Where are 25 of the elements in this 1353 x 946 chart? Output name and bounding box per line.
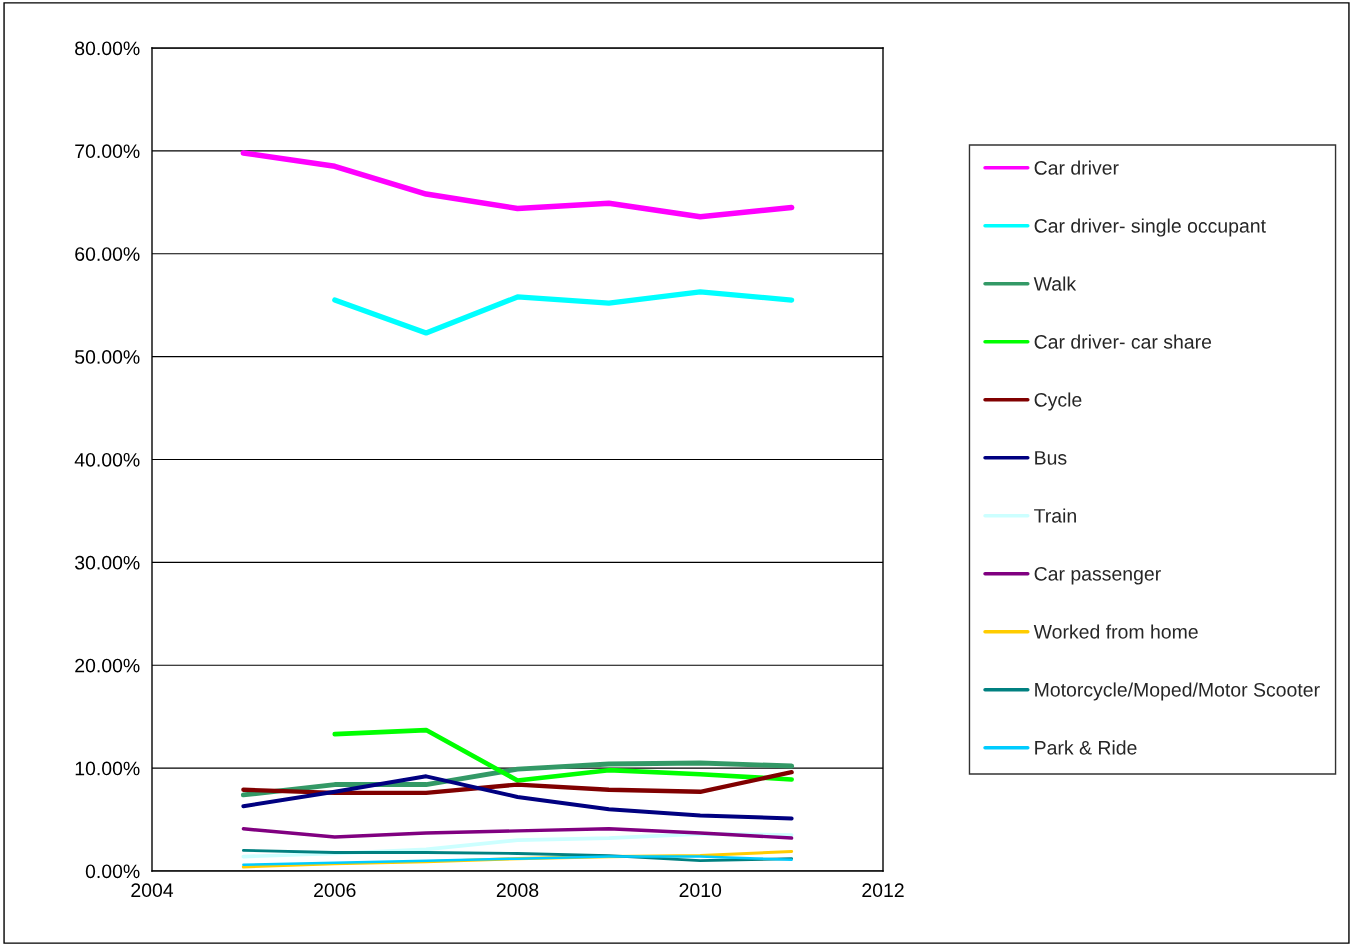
y-tick-label: 60.00% [75, 247, 140, 261]
legend-label: Walk [1033, 276, 1077, 291]
x-tick-label: 2008 [496, 883, 539, 898]
y-tick-label: 50.00% [75, 350, 140, 364]
x-tick-label: 2010 [679, 883, 722, 898]
y-tick-label: 40.00% [74, 452, 140, 467]
y-tick-label: 10.00% [75, 761, 140, 776]
y-tick-label: 80.00% [75, 41, 140, 56]
y-tick-label: 70.00% [75, 144, 140, 159]
legend-label: Cycle [1034, 392, 1082, 411]
legend-label: Bus [1035, 451, 1067, 465]
legend-label: Motorcycle/Moped/Motor Scooter [1035, 682, 1320, 701]
legend-label: Train [1034, 508, 1076, 523]
legend-label: Car driver [1034, 160, 1119, 175]
legend-label: Car driver- car share [1034, 334, 1212, 349]
y-tick-label: 30.00% [74, 555, 140, 570]
x-tick-label: 2004 [131, 883, 174, 898]
x-tick-label: 2006 [314, 883, 356, 898]
legend-label: Park & Ride [1035, 740, 1137, 755]
legend-label: Car passenger [1034, 566, 1161, 585]
x-tick-label: 2012 [862, 883, 904, 898]
y-tick-label: 0.00% [85, 864, 140, 879]
legend-label: Car driver- single occupant [1034, 218, 1266, 237]
y-tick-label: 20.00% [75, 658, 140, 673]
legend-label: Worked from home [1033, 624, 1198, 639]
